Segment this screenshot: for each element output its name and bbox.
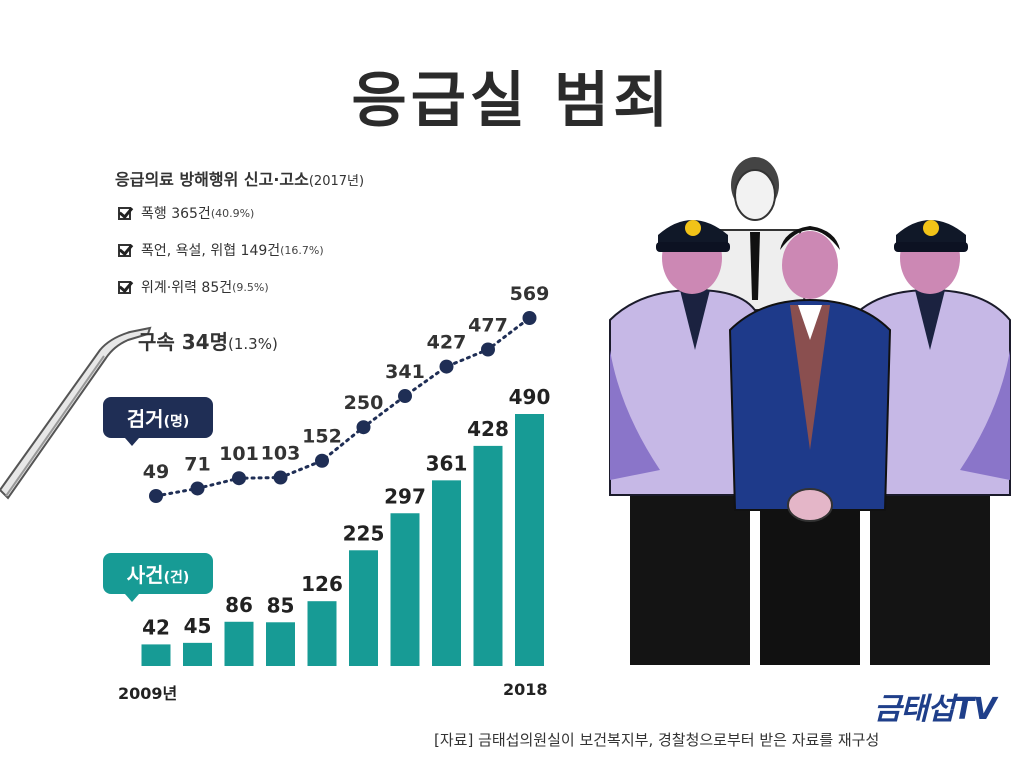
cases-badge: 사건(건) xyxy=(103,553,213,602)
report-item-label: 위계·위력 85건 xyxy=(141,280,233,296)
x-axis-end-label: 2018 xyxy=(503,680,548,699)
line-value-label: 427 xyxy=(427,332,467,354)
arrests-point xyxy=(439,359,454,374)
bar-value-label: 45 xyxy=(184,614,212,638)
bar-value-label: 428 xyxy=(467,417,509,441)
report-item-pct: (16.7%) xyxy=(280,243,324,257)
source-note: [자료] 금태섭의원실이 보건복지부, 경찰청으로부터 받은 자료를 재구성 xyxy=(434,731,880,749)
report-item-pct: (9.5%) xyxy=(232,280,269,294)
line-value-label: 341 xyxy=(385,361,425,383)
bar xyxy=(473,445,503,666)
arrests-point xyxy=(232,471,246,486)
line-value-label: 103 xyxy=(261,443,301,465)
arrests-point xyxy=(522,311,537,325)
arrests-point xyxy=(356,420,371,435)
cases-badge-unit: (건) xyxy=(163,570,190,586)
scalpel-icon xyxy=(0,326,152,500)
line-value-label: 250 xyxy=(344,392,384,414)
checkbox-icon xyxy=(118,280,131,294)
line-value-label: 71 xyxy=(184,453,210,475)
bar-value-label: 490 xyxy=(509,385,551,409)
report-item: 위계·위력 85건 (9.5%) xyxy=(118,277,269,297)
report-item: 폭행 365건 (40.9%) xyxy=(118,203,254,223)
arrests-point xyxy=(190,481,205,496)
arrests-point xyxy=(315,453,329,468)
detained-pct: (1.3%) xyxy=(228,335,278,353)
report-title-text: 응급의료 방해행위 신고·고소 xyxy=(115,170,309,189)
report-item-label: 폭행 365건 xyxy=(141,206,211,222)
arrests-point xyxy=(481,342,495,357)
page-title: 응급실 범죄 xyxy=(351,66,673,136)
bar xyxy=(349,550,378,666)
bar-value-label: 86 xyxy=(225,593,253,617)
arrests-point xyxy=(273,470,288,485)
arrests-badge-label: 검거 xyxy=(126,407,164,431)
police-arrest-illustration xyxy=(609,157,1011,665)
report-item: 폭언, 욕설, 위협 149건 (16.7%) xyxy=(118,240,324,260)
suspect xyxy=(728,226,892,665)
bar-value-label: 297 xyxy=(384,484,426,508)
bar-value-label: 126 xyxy=(301,572,343,596)
bar-value-label: 42 xyxy=(142,615,170,639)
left-officer xyxy=(609,220,767,665)
bar xyxy=(390,513,420,666)
report-year: (2017년) xyxy=(308,174,365,189)
report-item-pct: (40.9%) xyxy=(210,206,255,220)
bar xyxy=(141,644,171,666)
line-value-label: 49 xyxy=(143,461,169,483)
bar xyxy=(224,621,254,666)
bar-value-label: 225 xyxy=(343,521,385,545)
right-officer xyxy=(848,220,1011,665)
line-value-label: 152 xyxy=(302,426,342,448)
detained-label: 구속 34명(1.3%) xyxy=(138,326,278,355)
arrests-badge-unit: (명) xyxy=(163,414,190,430)
arrests-line xyxy=(154,316,531,498)
arrests-point xyxy=(149,489,163,503)
bar xyxy=(183,642,212,666)
x-axis-start-label: 2009년 xyxy=(118,684,178,703)
report-item-label: 폭언, 욕설, 위협 149건 xyxy=(141,243,281,259)
arrests-badge: 검거(명) xyxy=(103,397,213,446)
logo: 금태섭TV xyxy=(874,692,996,727)
line-value-label: 477 xyxy=(468,314,508,336)
detained-text: 구속 34명 xyxy=(138,330,228,354)
bar-value-label: 85 xyxy=(267,593,295,617)
bar xyxy=(266,622,295,666)
line-value-label: 101 xyxy=(219,443,259,465)
bar xyxy=(515,414,544,666)
bar-value-label: 361 xyxy=(426,451,468,475)
bar xyxy=(307,601,337,666)
line-value-label: 569 xyxy=(510,283,550,305)
checkbox-icon xyxy=(118,243,131,257)
arrests-point xyxy=(398,389,412,404)
cases-badge-label: 사건 xyxy=(126,563,164,587)
report-title: 응급의료 방해행위 신고·고소(2017년) xyxy=(115,166,364,190)
checkbox-icon xyxy=(118,206,131,220)
bar xyxy=(432,480,461,666)
